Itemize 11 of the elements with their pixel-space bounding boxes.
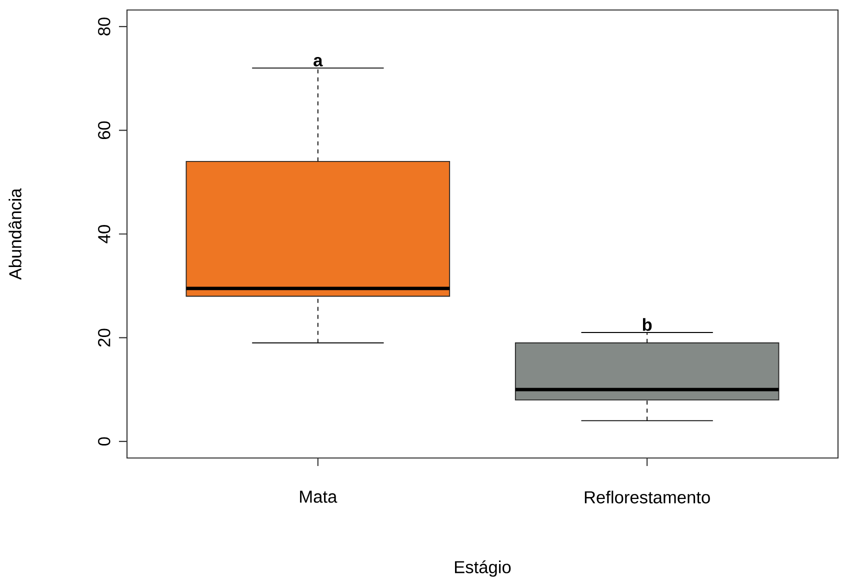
y-tick-label: 60: [98, 121, 110, 140]
y-tick-label: 40: [98, 225, 110, 244]
annotation: a: [314, 56, 323, 66]
x-tick-label: Reflorestamento: [584, 490, 710, 504]
y-axis-title: Abundância: [8, 188, 22, 280]
y-tick-label: 0: [98, 437, 110, 446]
y-tick-label: 80: [98, 18, 110, 36]
x-tick-label: Mata: [300, 490, 338, 503]
y-tick-label: 20: [98, 328, 110, 346]
x-axis-title: Estágio: [455, 560, 511, 577]
annotation: b: [642, 318, 652, 331]
